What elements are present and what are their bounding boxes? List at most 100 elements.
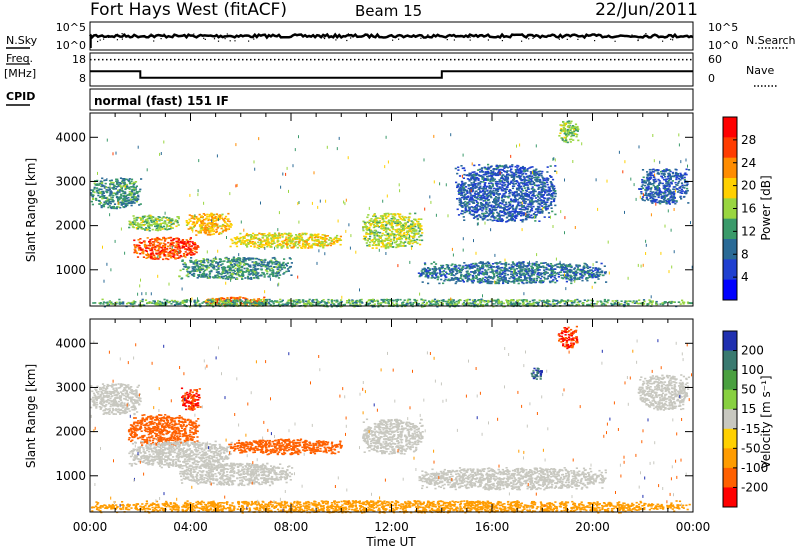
nsearch-point (213, 38, 216, 40)
heatmap-cell (155, 240, 158, 243)
heatmap-cell (466, 201, 469, 204)
heatmap-cell (135, 219, 138, 221)
heatmap-cell (401, 223, 404, 226)
heatmap-cell (391, 231, 394, 233)
heatmap-cell (143, 243, 146, 246)
heatmap-cell (473, 184, 477, 187)
heatmap-cell (414, 225, 417, 228)
heatmap-cell (565, 268, 568, 270)
heatmap-cell (281, 262, 285, 265)
heatmap-cell (115, 181, 119, 184)
heatmap-cell (93, 188, 96, 190)
heatmap-cell (468, 172, 471, 175)
heatmap-cell (272, 274, 275, 276)
heatmap-cell (112, 194, 115, 197)
heatmap-cell (239, 236, 242, 239)
heatmap-cell (368, 238, 371, 240)
heatmap-cell (565, 264, 568, 266)
heatmap-cell (540, 208, 543, 211)
heatmap-cell (474, 207, 477, 209)
heatmap-cell (517, 277, 520, 280)
heatmap-cell (499, 177, 503, 180)
nsearch-point (662, 40, 664, 42)
heatmap-cell (530, 207, 534, 210)
heatmap-cell (99, 192, 102, 195)
heatmap-cell (123, 183, 126, 186)
heatmap-cell (585, 266, 588, 269)
heatmap-cell (527, 216, 531, 219)
heatmap-cell (280, 247, 283, 249)
heatmap-cell (220, 275, 223, 278)
heatmap-cell (311, 239, 314, 242)
heatmap-cell (463, 262, 466, 264)
heatmap-cell (140, 226, 143, 229)
heatmap-cell (310, 246, 313, 249)
heatmap-cell (244, 258, 247, 261)
heatmap-cell (504, 263, 508, 266)
heatmap-cell (265, 242, 268, 244)
heatmap-cell (538, 174, 541, 177)
heatmap-cell (409, 239, 412, 242)
heatmap-cell (594, 276, 597, 279)
heatmap-cell (374, 238, 377, 241)
heatmap-cell (168, 219, 171, 221)
heatmap-cell (316, 236, 320, 239)
heatmap-cell (146, 218, 149, 220)
heatmap-cell (168, 228, 171, 230)
heatmap-cell (192, 269, 195, 272)
nsearch-point (167, 35, 169, 37)
heatmap-cell (140, 227, 143, 230)
heatmap-cell (336, 240, 339, 242)
heatmap-cell (393, 236, 396, 239)
heatmap-cell (598, 271, 601, 274)
heatmap-cell (408, 242, 411, 244)
heatmap-cell (238, 296, 241, 298)
heatmap-cell (494, 196, 498, 198)
heatmap-cell (268, 268, 271, 270)
heatmap-cell (211, 297, 214, 300)
heatmap-cell (506, 173, 509, 176)
heatmap-cell (238, 266, 241, 268)
heatmap-cell (567, 270, 571, 273)
heatmap-cell (150, 219, 153, 222)
heatmap-cell (147, 225, 150, 227)
heatmap-cell (167, 245, 170, 248)
heatmap-cell (122, 198, 125, 201)
heatmap-cell (575, 273, 578, 276)
heatmap-cell (548, 188, 551, 190)
heatmap-cell (550, 268, 553, 271)
heatmap-cell (256, 298, 260, 300)
heatmap-cell (306, 239, 309, 241)
heatmap-cell (272, 269, 275, 271)
heatmap-cell (533, 190, 536, 192)
heatmap-cell (320, 240, 324, 243)
heatmap-cell (247, 241, 250, 244)
heatmap-cell (129, 194, 132, 197)
heatmap-cell (399, 222, 402, 224)
heatmap-cell (210, 221, 213, 224)
heatmap-cell (489, 266, 493, 269)
heatmap-cell (503, 272, 506, 275)
heatmap-cell (513, 279, 516, 282)
heatmap-cell (206, 215, 209, 218)
heatmap-cell (441, 266, 444, 268)
heatmap-cell (223, 221, 227, 223)
heatmap-cell (240, 266, 243, 269)
heatmap-cell (372, 215, 375, 217)
heatmap-cell (181, 242, 184, 244)
heatmap-cell (242, 236, 245, 238)
heatmap-cell (476, 204, 479, 206)
heatmap-cell (410, 240, 413, 243)
heatmap-cell (122, 185, 125, 187)
heatmap-cell (457, 193, 461, 195)
heatmap-cell (428, 269, 431, 272)
heatmap-cell (137, 226, 141, 229)
heatmap-cell (427, 267, 430, 269)
heatmap-cell (495, 269, 498, 272)
heatmap-cell (366, 233, 369, 235)
heatmap-cell (230, 238, 233, 241)
heatmap-cell (140, 249, 143, 251)
heatmap-cell (528, 191, 531, 193)
nsearch-point (440, 35, 442, 37)
heatmap-cell (282, 266, 286, 269)
